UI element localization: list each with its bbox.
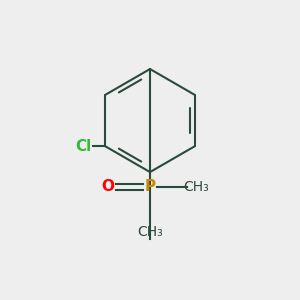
Text: O: O <box>101 179 114 194</box>
Text: Cl: Cl <box>75 139 92 154</box>
Text: CH₃: CH₃ <box>183 180 208 194</box>
Text: CH₃: CH₃ <box>137 225 163 239</box>
Text: P: P <box>144 179 156 194</box>
